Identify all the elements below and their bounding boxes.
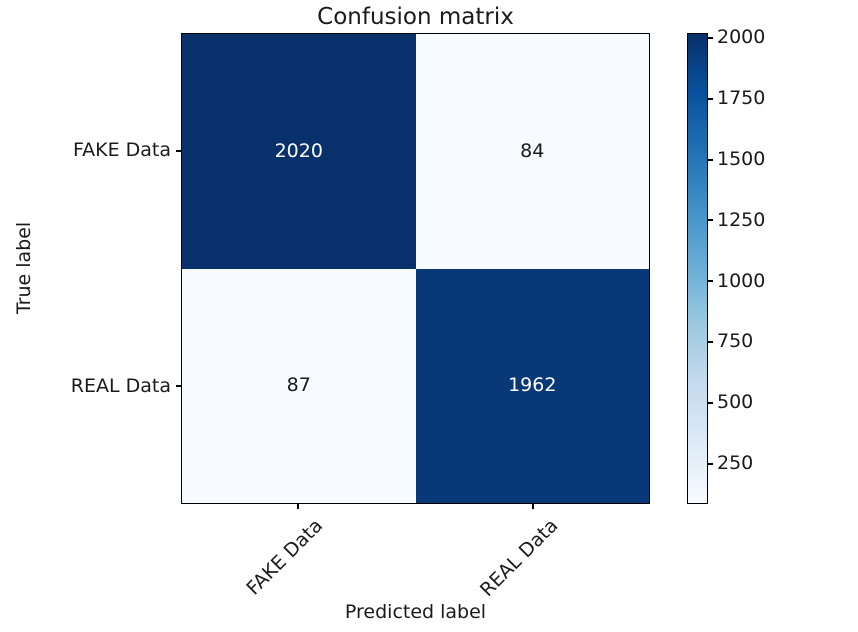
y-tick-mark — [176, 385, 181, 388]
colorbar-tick-label: 1250 — [717, 208, 766, 231]
colorbar-tick-mark — [708, 462, 713, 465]
colorbar-gradient — [688, 34, 707, 503]
x-tick-mark — [297, 504, 300, 509]
matrix-cell: 87 — [182, 268, 416, 503]
colorbar-tick-mark — [708, 401, 713, 404]
y-tick-label: REAL Data — [70, 374, 171, 397]
heatmap-plot: 2020 84 87 1962 — [181, 33, 650, 504]
y-tick-label: FAKE Data — [72, 139, 171, 162]
colorbar-tick-mark — [708, 280, 713, 283]
matrix-cell: 84 — [415, 34, 649, 269]
matrix-cell: 2020 — [182, 34, 416, 269]
colorbar-tick-label: 1500 — [717, 148, 766, 170]
y-axis-label: True label — [13, 221, 35, 315]
x-tick-label: FAKE Data — [242, 514, 328, 600]
colorbar — [687, 33, 708, 504]
colorbar-tick-mark — [708, 219, 713, 222]
colorbar-tick-mark — [708, 97, 713, 100]
colorbar-tick-mark — [708, 340, 713, 343]
chart-title: Confusion matrix — [317, 4, 514, 30]
colorbar-tick-label: 1750 — [717, 87, 766, 110]
y-tick-mark — [176, 149, 181, 152]
colorbar-tick-label: 2000 — [717, 26, 766, 49]
x-tick-label: REAL Data — [475, 514, 562, 601]
colorbar-tick-label: 1000 — [717, 269, 766, 292]
colorbar-tick-label: 250 — [717, 452, 754, 475]
colorbar-tick-mark — [708, 36, 713, 39]
x-axis-label: Predicted label — [344, 601, 487, 623]
x-tick-mark — [531, 504, 534, 509]
matrix-cell: 1962 — [415, 268, 649, 503]
colorbar-tick-mark — [708, 158, 713, 161]
colorbar-tick-label: 750 — [717, 330, 754, 353]
colorbar-tick-label: 500 — [717, 391, 754, 414]
